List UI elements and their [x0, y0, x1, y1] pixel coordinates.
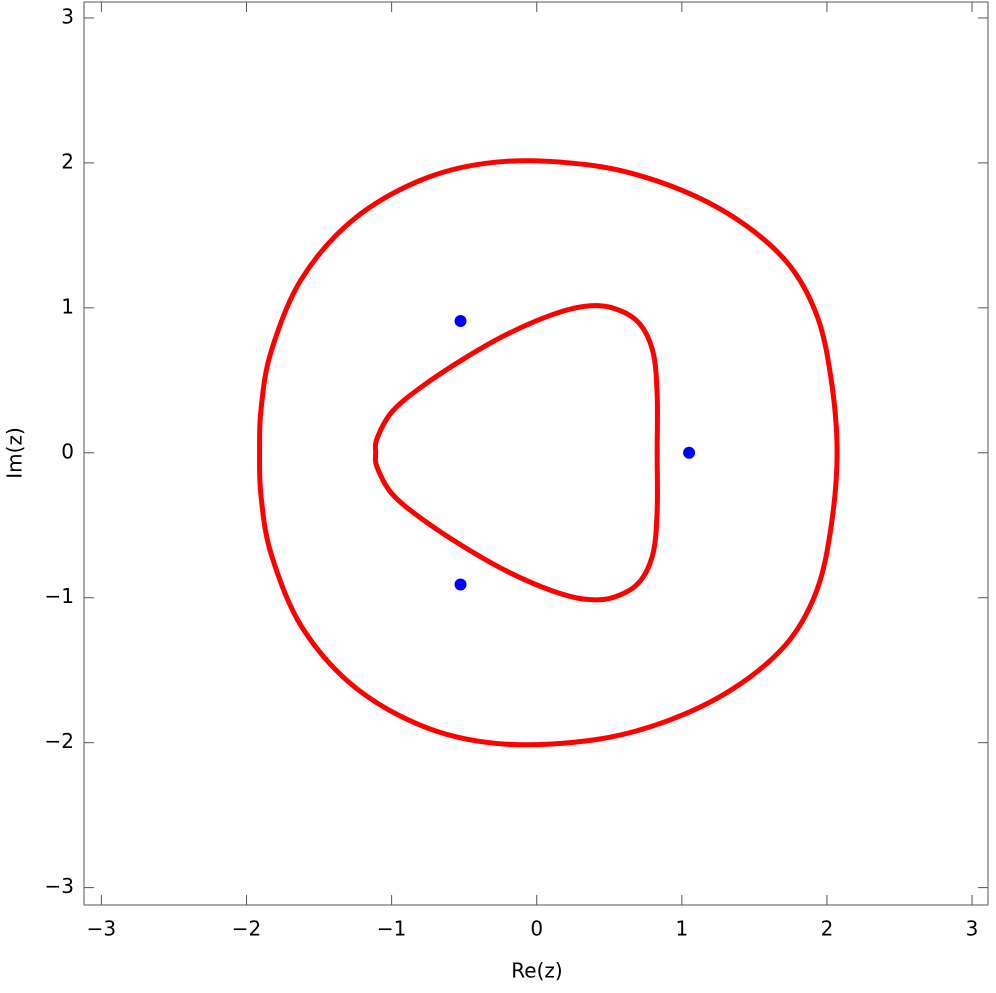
y-tick-label: 1	[61, 294, 74, 318]
point	[454, 578, 467, 591]
x-tick-label: −2	[232, 917, 261, 941]
point	[683, 446, 696, 459]
point	[454, 315, 467, 328]
y-tick-label: −2	[45, 729, 74, 753]
x-tick-label: −3	[87, 917, 116, 941]
y-tick-label: 3	[61, 4, 74, 28]
x-tick-label: 0	[530, 917, 543, 941]
curve	[372, 303, 660, 603]
curve	[257, 158, 840, 748]
x-tick-label: −1	[377, 917, 406, 941]
x-axis-label: Re(z)	[511, 959, 562, 983]
y-tick-label: −1	[45, 584, 74, 608]
y-tick-label: −3	[45, 874, 74, 898]
y-tick-label: 0	[61, 439, 74, 463]
plot-frame	[83, 1, 989, 906]
x-tick-label: 1	[675, 917, 688, 941]
y-axis-label: Im(z)	[3, 427, 27, 478]
y-tick-label: 2	[61, 149, 74, 173]
x-tick-label: 2	[821, 917, 834, 941]
x-tick-label: 3	[966, 917, 979, 941]
